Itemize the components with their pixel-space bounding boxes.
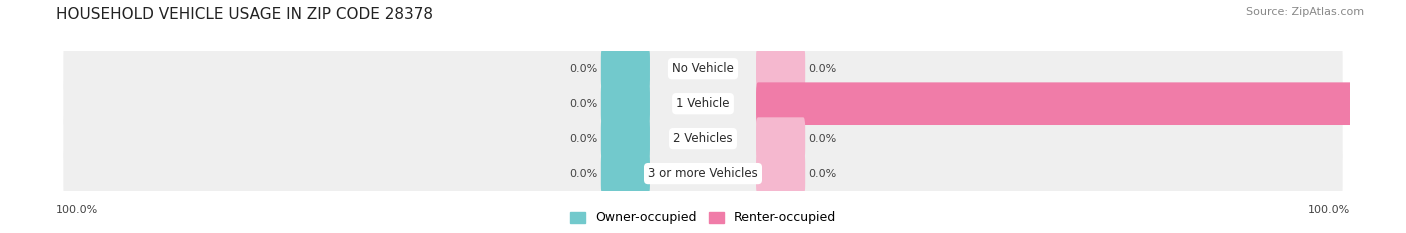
Text: HOUSEHOLD VEHICLE USAGE IN ZIP CODE 28378: HOUSEHOLD VEHICLE USAGE IN ZIP CODE 2837… [56, 7, 433, 22]
Text: 100.0%: 100.0% [1308, 205, 1350, 215]
FancyBboxPatch shape [63, 147, 1343, 200]
FancyBboxPatch shape [756, 47, 806, 90]
Text: 0.0%: 0.0% [808, 134, 837, 144]
FancyBboxPatch shape [600, 117, 650, 160]
Text: 0.0%: 0.0% [569, 169, 598, 178]
Text: 0.0%: 0.0% [808, 64, 837, 74]
Text: 0.0%: 0.0% [569, 134, 598, 144]
FancyBboxPatch shape [756, 117, 806, 160]
Text: No Vehicle: No Vehicle [672, 62, 734, 75]
FancyBboxPatch shape [600, 82, 650, 125]
Text: 2 Vehicles: 2 Vehicles [673, 132, 733, 145]
Text: 1 Vehicle: 1 Vehicle [676, 97, 730, 110]
Text: 0.0%: 0.0% [569, 64, 598, 74]
FancyBboxPatch shape [63, 112, 1343, 165]
Text: Source: ZipAtlas.com: Source: ZipAtlas.com [1246, 7, 1364, 17]
FancyBboxPatch shape [756, 152, 806, 195]
FancyBboxPatch shape [600, 152, 650, 195]
Legend: Owner-occupied, Renter-occupied: Owner-occupied, Renter-occupied [569, 211, 837, 224]
FancyBboxPatch shape [63, 42, 1343, 96]
Text: 100.0%: 100.0% [56, 205, 98, 215]
FancyBboxPatch shape [63, 77, 1343, 130]
FancyBboxPatch shape [600, 47, 650, 90]
FancyBboxPatch shape [756, 82, 1406, 125]
Text: 0.0%: 0.0% [808, 169, 837, 178]
Text: 3 or more Vehicles: 3 or more Vehicles [648, 167, 758, 180]
Text: 0.0%: 0.0% [569, 99, 598, 109]
